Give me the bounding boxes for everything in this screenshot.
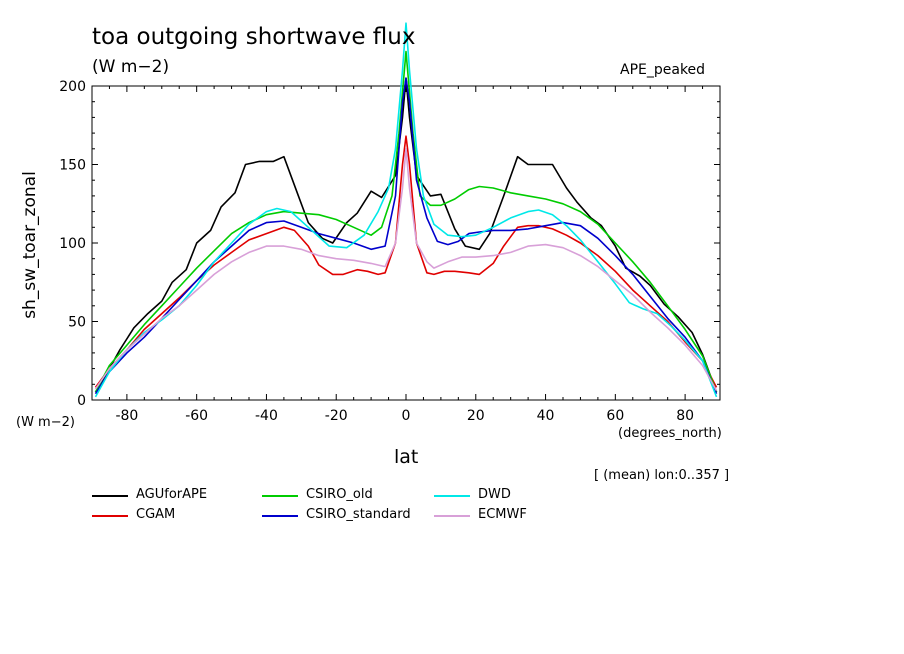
- x-tick-label: 20: [467, 408, 485, 424]
- chart-title: toa outgoing shortwave flux: [92, 24, 416, 50]
- x-axis-units: (degrees_north): [618, 426, 722, 441]
- axis-ticks: [91, 85, 721, 401]
- x-axis-label: lat: [394, 446, 419, 468]
- x-tick-label: -20: [325, 408, 348, 424]
- x-tick-label: 60: [606, 408, 624, 424]
- legend-label: CSIRO_old: [306, 487, 373, 502]
- chart-units: (W m−2): [92, 57, 170, 77]
- experiment-label: APE_peaked: [620, 62, 706, 78]
- y-axis-label: sh_sw_toar_zonal: [20, 171, 40, 319]
- x-tick-label: 0: [402, 408, 411, 424]
- x-tick-label: 40: [537, 408, 555, 424]
- plot-frame: [91, 85, 721, 401]
- legend-label: CGAM: [136, 507, 176, 522]
- y-tick-label: 150: [59, 158, 86, 174]
- y-tick-label: 200: [59, 79, 86, 95]
- legend-label: CSIRO_standard: [306, 507, 411, 522]
- legend-swatch: [262, 515, 298, 517]
- legend-label: ECMWF: [478, 507, 527, 522]
- mean-note: [ (mean) lon:0..357 ]: [594, 468, 730, 483]
- legend-swatch: [92, 495, 128, 497]
- series-line-cgam: [94, 135, 718, 388]
- legend-swatch: [434, 515, 470, 517]
- series-line-aguforape: [94, 77, 718, 393]
- legend-swatch: [262, 495, 298, 497]
- y-tick-label: 0: [77, 393, 86, 409]
- legend-label: AGUforAPE: [136, 487, 208, 502]
- x-tick-label: -60: [185, 408, 208, 424]
- y-tick-label: 100: [59, 236, 86, 252]
- x-tick-label: -40: [255, 408, 278, 424]
- series-lines: [94, 22, 718, 398]
- y-tick-label: 50: [68, 315, 86, 331]
- x-tick-label: 80: [676, 408, 694, 424]
- x-tick-label: -80: [115, 408, 138, 424]
- axis-tick-labels: -80 -60 -40 -20 0 20 40 60 80 0 50 100 150 200: [59, 79, 694, 424]
- legend-label: DWD: [478, 487, 511, 502]
- y-axis-units: (W m−2): [16, 415, 75, 430]
- series-line-ecmwf: [94, 148, 718, 391]
- legend-swatch: [92, 515, 128, 517]
- series-line-csiro-old: [94, 50, 718, 393]
- series-line-csiro-standard: [94, 77, 718, 395]
- legend-swatch: [434, 495, 470, 497]
